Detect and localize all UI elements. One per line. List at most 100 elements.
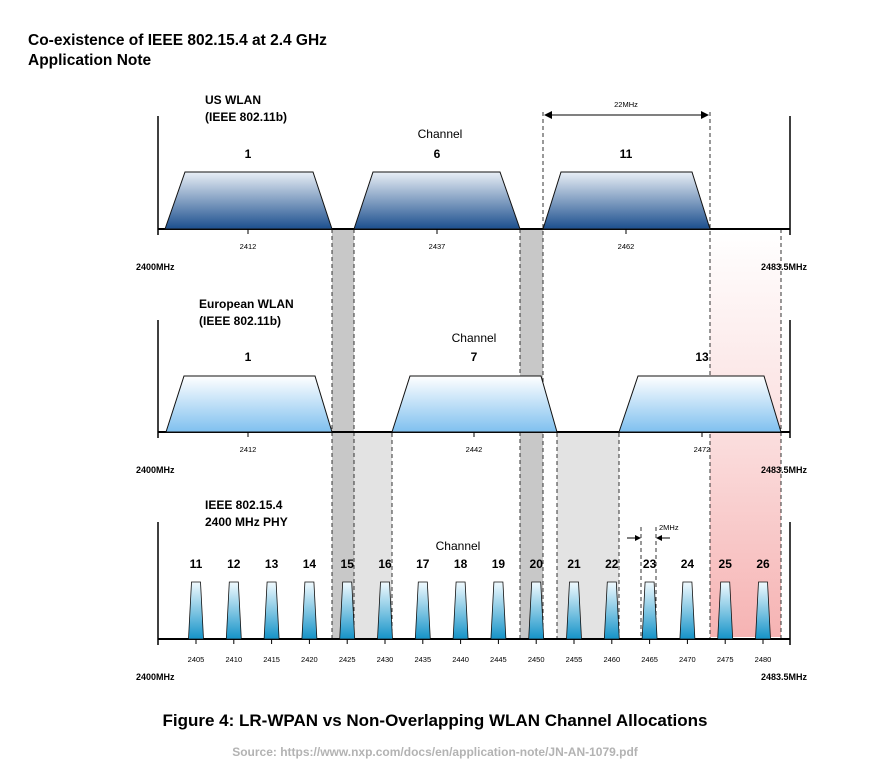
eu-axis-start-label: 2400MHz <box>136 465 175 475</box>
document-title: Co-existence of IEEE 802.15.4 at 2.4 GHz <box>28 32 327 49</box>
eu-channel-heading: Channel <box>452 331 497 345</box>
zigbee-channel-16-band <box>377 581 393 640</box>
us-axis-end-label: 2483.5MHz <box>761 262 808 272</box>
us-wlan-panel: US WLAN (IEEE 802.11b) Channel 1 6 11 24… <box>136 93 808 272</box>
zigbee-channel-22-center: 2460 <box>603 655 620 664</box>
zigbee-channel-21-number: 21 <box>567 557 581 571</box>
zigbee-bandwidth-label: 2MHz <box>659 523 679 532</box>
zigbee-channel-16-center: 2430 <box>377 655 394 664</box>
zigbee-channel-11-center: 2405 <box>188 655 205 664</box>
zigbee-channel-19-center: 2445 <box>490 655 507 664</box>
eu-panel-title: European WLAN <box>199 297 294 311</box>
zigbee-channel-23-band <box>641 581 658 640</box>
zigbee-channel-24-band <box>679 581 696 640</box>
eu-channel-1-band <box>165 375 333 433</box>
us-channel-6-number: 6 <box>434 147 441 161</box>
zigbee-channel-26-number: 26 <box>756 557 770 571</box>
us-channel-1-center: 2412 <box>240 242 257 251</box>
us-panel-subtitle: (IEEE 802.11b) <box>205 110 287 124</box>
zigbee-channel-14-band <box>301 581 318 640</box>
dark-gap-region-1 <box>332 229 354 639</box>
us-panel-title: US WLAN <box>205 93 261 107</box>
zigbee-panel: IEEE 802.15.4 2400 MHz PHY Channel 11 240… <box>136 498 808 682</box>
zigbee-channel-22-number: 22 <box>605 557 619 571</box>
zigbee-channel-22-band <box>603 581 620 640</box>
us-bandwidth-arrowhead-left <box>544 111 552 119</box>
zigbee-channel-12-center: 2410 <box>225 655 242 664</box>
zigbee-channel-24-number: 24 <box>681 557 695 571</box>
eu-channel-1-center: 2412 <box>240 445 257 454</box>
document-subtitle: Application Note <box>28 52 152 69</box>
dark-gap-region-2 <box>520 229 543 639</box>
us-channel-11-center: 2462 <box>618 242 635 251</box>
zigbee-channel-19-band <box>490 581 507 640</box>
eu-channel-7-number: 7 <box>471 350 478 364</box>
zigbee-channel-11-band <box>188 581 204 640</box>
us-channel-6-center: 2437 <box>429 242 446 251</box>
zigbee-bandwidth-arrowhead-left <box>635 535 641 541</box>
zigbee-channel-14-number: 14 <box>303 557 317 571</box>
figure-caption: Figure 4: LR-WPAN vs Non-Overlapping WLA… <box>162 711 708 730</box>
us-channel-1-number: 1 <box>245 147 252 161</box>
zigbee-channel-17-center: 2435 <box>414 655 431 664</box>
eu-channel-13-number: 13 <box>695 350 709 364</box>
eu-channel-13-center: 2472 <box>694 445 711 454</box>
zigbee-channel-25-center: 2475 <box>717 655 734 664</box>
us-channel-heading: Channel <box>418 127 463 141</box>
zigbee-axis-start-label: 2400MHz <box>136 672 175 682</box>
zigbee-panel-title: IEEE 802.15.4 <box>205 498 283 512</box>
zigbee-channel-heading: Channel <box>436 539 481 553</box>
us-bandwidth-arrowhead-right <box>701 111 709 119</box>
zigbee-channel-25-number: 25 <box>719 557 733 571</box>
zigbee-channel-17-number: 17 <box>416 557 430 571</box>
zigbee-channel-15-band <box>339 581 356 640</box>
us-axis-start-label: 2400MHz <box>136 262 175 272</box>
zigbee-channel-13-band <box>263 581 280 640</box>
zigbee-channel-18-band <box>452 581 469 640</box>
zigbee-channel-23-number: 23 <box>643 557 657 571</box>
zigbee-channel-25-band <box>717 581 734 640</box>
eu-axis-end-label: 2483.5MHz <box>761 465 808 475</box>
pink-region <box>710 232 781 637</box>
zigbee-channel-20-center: 2450 <box>528 655 545 664</box>
zigbee-channel-20-band <box>528 581 545 640</box>
zigbee-channel-21-center: 2455 <box>566 655 583 664</box>
zigbee-channel-26-band <box>755 581 771 640</box>
eu-channel-7-band <box>391 375 558 433</box>
zigbee-channel-23-center: 2465 <box>641 655 658 664</box>
eu-panel-subtitle: (IEEE 802.11b) <box>199 314 281 328</box>
zigbee-channel-12-number: 12 <box>227 557 241 571</box>
european-wlan-panel: European WLAN (IEEE 802.11b) Channel 1 7… <box>136 297 808 475</box>
zigbee-channel-16-number: 16 <box>378 557 392 571</box>
zigbee-panel-subtitle: 2400 MHz PHY <box>205 515 288 529</box>
zigbee-channel-18-center: 2440 <box>452 655 469 664</box>
zigbee-bandwidth-arrowhead-right <box>656 535 662 541</box>
us-channel-6-band <box>353 171 521 230</box>
zigbee-channel-group: 1124051224101324151424201524251624301724… <box>188 557 772 664</box>
us-channel-11-number: 11 <box>620 147 633 161</box>
eu-channel-13-band <box>618 375 782 433</box>
zigbee-channel-11-number: 11 <box>190 557 203 571</box>
document-header: Co-existence of IEEE 802.15.4 at 2.4 GHz… <box>28 31 327 71</box>
zigbee-axis-end-label: 2483.5MHz <box>761 672 808 682</box>
zigbee-channel-18-number: 18 <box>454 557 468 571</box>
zigbee-channel-13-number: 13 <box>265 557 279 571</box>
guide-lines <box>331 112 782 639</box>
zigbee-channel-15-center: 2425 <box>339 655 356 664</box>
zigbee-channel-26-center: 2480 <box>755 655 772 664</box>
zigbee-channel-14-center: 2420 <box>301 655 318 664</box>
zigbee-channel-20-number: 20 <box>530 557 544 571</box>
zigbee-channel-21-band <box>566 581 582 640</box>
us-channel-11-band <box>542 171 711 230</box>
zigbee-channel-17-band <box>414 581 431 640</box>
source-citation: Source: https://www.nxp.com/docs/en/appl… <box>232 745 638 759</box>
zigbee-channel-13-center: 2415 <box>263 655 280 664</box>
zigbee-channel-19-number: 19 <box>492 557 506 571</box>
eu-channel-7-center: 2442 <box>466 445 483 454</box>
zigbee-channel-12-band <box>225 581 242 640</box>
zigbee-channel-24-center: 2470 <box>679 655 696 664</box>
us-channel-1-band <box>164 171 333 230</box>
eu-channel-1-number: 1 <box>245 350 252 364</box>
us-bandwidth-label: 22MHz <box>614 100 638 109</box>
